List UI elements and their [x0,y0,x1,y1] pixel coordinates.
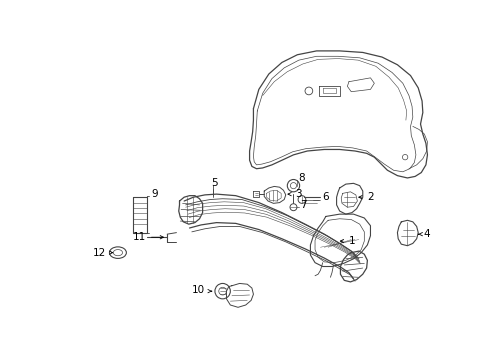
Text: 4: 4 [423,229,430,239]
Text: 6: 6 [323,192,329,202]
Text: 9: 9 [151,189,158,199]
Text: 10: 10 [192,285,205,294]
Text: 5: 5 [211,178,218,188]
Text: 8: 8 [298,173,305,183]
Text: 12: 12 [92,248,106,258]
Text: 11: 11 [132,232,146,242]
Text: 2: 2 [368,192,374,202]
Text: 7: 7 [300,200,306,210]
Text: 1: 1 [349,236,356,246]
Text: 3: 3 [295,189,302,199]
